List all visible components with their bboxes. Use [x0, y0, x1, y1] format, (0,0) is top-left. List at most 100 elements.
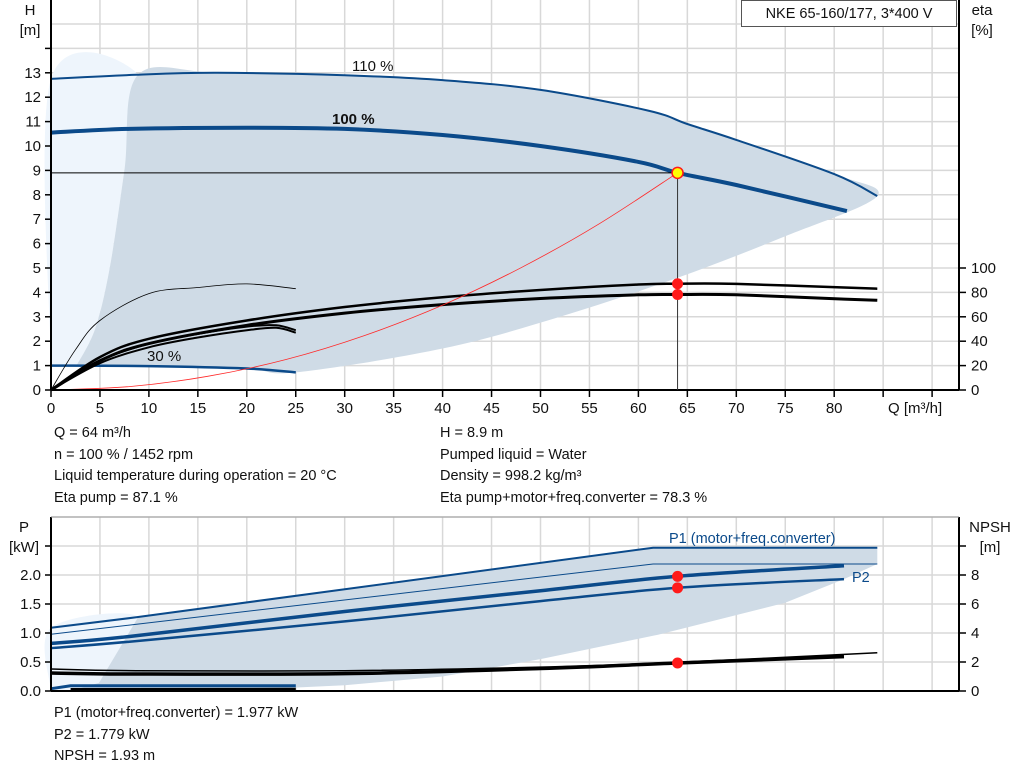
npsh-axis-unit: [m]: [980, 539, 1001, 556]
info-speed: n = 100 % / 1452 rpm: [54, 446, 194, 463]
h-tick-label: 5: [33, 260, 41, 277]
h-tick-label: 11: [25, 114, 41, 131]
info-bottom: P1 (motor+freq.converter) = 1.977 kW P2 …: [54, 703, 298, 768]
eta-tick-label: 20: [971, 358, 988, 375]
q-tick-label: 60: [630, 400, 647, 417]
p-tick-label: 0.0: [20, 683, 41, 700]
h-tick-label: 2: [33, 333, 41, 350]
h-tick-label: 6: [33, 236, 41, 253]
duty-point: [671, 166, 684, 180]
h-tick-label: 12: [24, 89, 41, 106]
eta-pump-curve: [50, 282, 878, 392]
p-tick-label: 1.5: [20, 596, 41, 613]
top-series: [50, 71, 878, 392]
h-tick-label: 4: [33, 284, 41, 301]
eta-tick-label: 40: [971, 333, 988, 350]
info-right: H = 8.9 m Pumped liquid = Water Density …: [440, 423, 707, 509]
p2-curve-100: [50, 577, 845, 650]
label-110: 110 %: [352, 58, 393, 75]
q-tick-label: 40: [434, 400, 451, 417]
q-tick-label: 50: [532, 400, 549, 417]
eta-tick-label: 0: [971, 382, 979, 399]
h-tick-label: 13: [24, 65, 41, 82]
h-tick-label: 8: [33, 187, 41, 204]
info-eta-pump: Eta pump = 87.1 %: [54, 489, 178, 506]
operating-range: [76, 66, 879, 374]
system-curve: [50, 172, 678, 391]
q-tick-label: 35: [385, 400, 402, 417]
eta-tick-label: 100: [971, 260, 996, 277]
eta-total-point: [672, 288, 684, 300]
npsh-axis-label: NPSH: [969, 519, 1011, 536]
npsh-tick-label: 6: [971, 596, 979, 613]
h-tick-label: 3: [33, 309, 41, 326]
power-curve-low: [50, 684, 296, 691]
q-tick-label: 80: [826, 400, 843, 417]
q-tick-label: 5: [96, 400, 104, 417]
q-tick-label: 20: [238, 400, 255, 417]
p2-point: [672, 582, 684, 594]
h-curve-110: [50, 71, 878, 197]
info-p1: P1 (motor+freq.converter) = 1.977 kW: [54, 705, 299, 721]
q-tick-label: 15: [190, 400, 207, 417]
q-axis-label: Q [m³/h]: [888, 400, 942, 417]
label-100: 100 %: [332, 111, 375, 128]
p-axis-label: P: [19, 519, 29, 536]
h-curve-100: [50, 125, 848, 214]
h-tick-label: 7: [33, 211, 41, 228]
q-tick-label: 0: [47, 400, 55, 417]
eta-tick-label: 60: [971, 309, 988, 326]
p1-curve-110: [50, 546, 878, 629]
q-tick-label: 45: [483, 400, 500, 417]
pump-title-box: NKE 65-160/177, 3*400 V: [741, 0, 957, 27]
h-tick-label: 9: [33, 162, 41, 179]
q-tick-label: 25: [287, 400, 304, 417]
npsh-point: [672, 657, 684, 669]
h-tick-label: 10: [24, 138, 41, 155]
info-liquid: Pumped liquid = Water: [440, 446, 587, 463]
bottom-series: [50, 546, 878, 691]
info-p2: P2 = 1.779 kW: [54, 726, 150, 743]
info-head: H = 8.9 m: [440, 425, 504, 441]
p-tick-label: 1.0: [20, 625, 41, 642]
bottom-axes: 0.0 0.5 1.0 1.5 2.0 0 2 4 6 8: [20, 516, 979, 700]
info-npsh: NPSH = 1.93 m: [54, 748, 156, 764]
label-p1: P1 (motor+freq.converter): [669, 531, 835, 547]
h-axis-label: H: [25, 2, 36, 19]
label-30: 30 %: [147, 348, 181, 365]
p1-point: [672, 570, 684, 582]
info-density: Density = 998.2 kg/m³: [440, 468, 582, 484]
npsh-tick-label: 8: [971, 567, 979, 584]
top-axes: 0 5 10 15 20 25 30 35 40 45 50 55 60 65 70 75 8001234567…: [24, 0, 996, 417]
p-tick-label: 2.0: [20, 567, 41, 584]
q-tick-label: 30: [336, 400, 353, 417]
eta-part-load-curve: [50, 324, 297, 391]
info-eta-total: Eta pump+motor+freq.converter = 78.3 %: [440, 489, 708, 506]
p1-curve-100: [50, 563, 845, 646]
h-axis-unit: [m]: [20, 22, 41, 39]
q-tick-label: 65: [679, 400, 696, 417]
info-flow: Q = 64 m³/h: [54, 425, 131, 441]
h-tick-label: 1: [33, 358, 41, 375]
q-tick-label: 10: [141, 400, 158, 417]
q-tick-label: 70: [728, 400, 745, 417]
label-p2: P2: [852, 570, 870, 586]
eta-axis-unit: [%]: [971, 22, 993, 39]
q-tick-label: 75: [777, 400, 794, 417]
h-tick-label: 0: [33, 382, 41, 399]
q-tick-label: 55: [581, 400, 598, 417]
eta-part-load-curve: [50, 283, 296, 391]
npsh-tick-label: 4: [971, 625, 979, 642]
eta-pump-point: [672, 278, 684, 290]
p-axis-unit: [kW]: [9, 539, 39, 556]
eta-part-load-curve: [50, 326, 297, 391]
p-tick-label: 0.5: [20, 654, 41, 671]
p2-curve-110: [50, 563, 878, 635]
eta-tick-label: 80: [971, 284, 988, 301]
info-left: Q = 64 m³/h n = 100 % / 1452 rpm Liquid …: [54, 423, 337, 509]
npsh-curve-100: [50, 654, 845, 676]
npsh-tick-label: 0: [971, 683, 979, 700]
top-operating-range: [44, 52, 879, 374]
eta-axis-label: eta: [972, 2, 994, 19]
